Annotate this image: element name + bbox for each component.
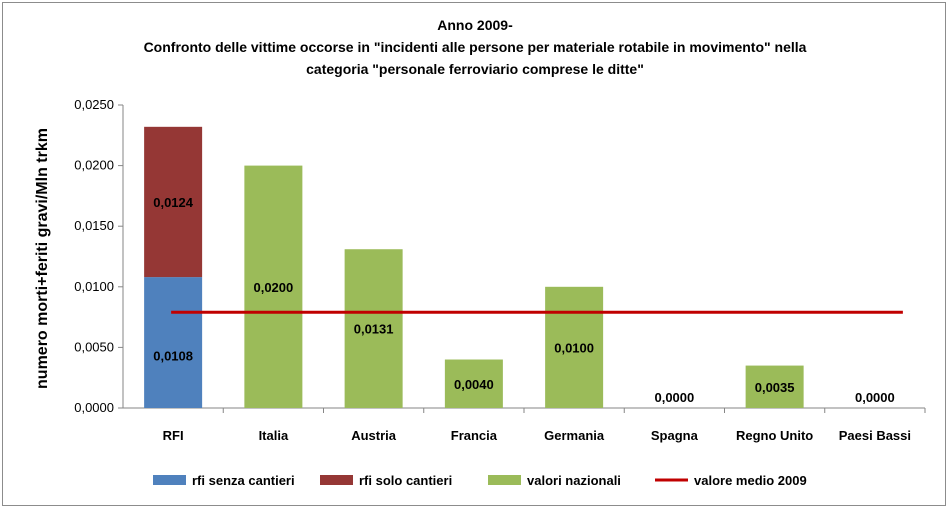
y-tick-label: 0,0050 — [74, 339, 114, 354]
bar-valori-nazionali-4 — [545, 286, 604, 408]
category-label: Austria — [351, 428, 397, 443]
category-label: RFI — [163, 428, 184, 443]
bar-valori-nazionali-1 — [244, 165, 303, 408]
bar-valori-nazionali-2 — [344, 249, 403, 408]
bar-rfi-solo-cantieri-0 — [144, 126, 203, 278]
y-tick-label: 0,0100 — [74, 279, 114, 294]
legend-label-2: valori nazionali — [527, 473, 621, 488]
legend-label-0: rfi senza cantieri — [192, 473, 295, 488]
legend-swatch-0 — [153, 475, 186, 485]
chart-title-line-2: Confronto delle vittime occorse in "inci… — [143, 39, 807, 55]
data-label: 0,0035 — [755, 380, 795, 395]
bar-valori-nazionali-6 — [745, 365, 804, 408]
bar-valori-nazionali-3 — [444, 359, 503, 408]
chart-title-line-1: Anno 2009- — [437, 17, 513, 33]
category-label: Francia — [451, 428, 498, 443]
data-label: 0,0108 — [153, 349, 193, 364]
bar-rfi-senza-cantieri-0 — [144, 277, 203, 408]
data-label: 0,0124 — [153, 195, 194, 210]
legend-swatch-1 — [320, 475, 353, 485]
data-label: 0,0100 — [554, 340, 594, 355]
y-tick-label: 0,0000 — [74, 400, 114, 415]
chart-title: Anno 2009- Confronto delle vittime occor… — [0, 14, 950, 80]
category-label: Regno Unito — [736, 428, 813, 443]
category-label: Paesi Bassi — [839, 428, 911, 443]
data-label: 0,0000 — [654, 390, 694, 405]
data-label: 0,0131 — [354, 322, 394, 337]
legend-label-3: valore medio 2009 — [694, 473, 807, 488]
y-tick-label: 0,0150 — [74, 218, 114, 233]
legend-swatch-2 — [488, 475, 521, 485]
y-tick-label: 0,0250 — [74, 97, 114, 112]
category-label: Germania — [544, 428, 605, 443]
data-label: 0,0200 — [253, 280, 293, 295]
category-label: Spagna — [651, 428, 699, 443]
category-label: Italia — [259, 428, 289, 443]
legend-label-1: rfi solo cantieri — [359, 473, 452, 488]
chart-title-line-3: categoria "personale ferroviario compres… — [306, 61, 644, 77]
y-tick-label: 0,0200 — [74, 158, 114, 173]
data-label: 0,0000 — [855, 390, 895, 405]
data-label: 0,0040 — [454, 377, 494, 392]
y-axis-title: numero morti+feriti gravi/Mln trkm — [34, 128, 51, 389]
